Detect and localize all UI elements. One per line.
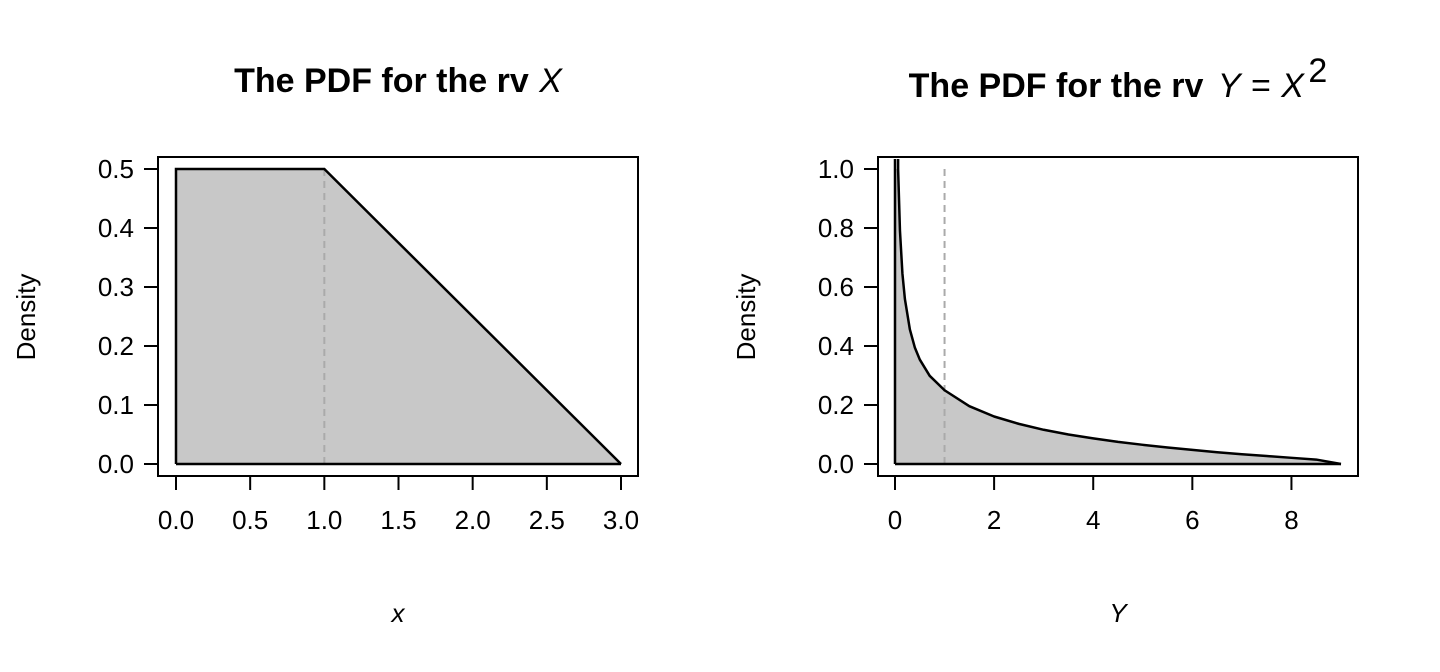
chart-pdf-x: The PDF for the rv X 0.0 0.5 1.0 1.5 2.0 2.5 3… bbox=[11, 62, 639, 628]
chart2-x-axis-label: Y bbox=[1109, 598, 1128, 628]
chart2-x-axis: 0 2 4 6 8 bbox=[888, 475, 1299, 535]
chart1-title: The PDF for the rv X bbox=[234, 62, 563, 100]
chart2-x-tick-label: 4 bbox=[1086, 505, 1100, 535]
chart1-density-curve bbox=[174, 167, 622, 465]
chart1-x-tick-label: 3.0 bbox=[603, 505, 639, 535]
chart1-x-tick-label: 2.5 bbox=[529, 505, 565, 535]
chart2-title-equals: = bbox=[1251, 67, 1271, 105]
chart2-title: The PDF for the rv Y = X 2 bbox=[909, 52, 1328, 105]
chart2-y-tick-label: 0.2 bbox=[818, 390, 854, 420]
chart1-y-tick-label: 0.4 bbox=[98, 213, 134, 243]
chart1-title-prefix: The PDF for the rv bbox=[234, 62, 529, 100]
chart2-title-prefix: The PDF for the rv bbox=[909, 67, 1204, 105]
chart2-title-var-y: Y bbox=[1218, 67, 1243, 105]
chart1-y-tick-label: 0.5 bbox=[98, 154, 134, 184]
chart1-x-axis: 0.0 0.5 1.0 1.5 2.0 2.5 3.0 bbox=[158, 475, 639, 535]
chart2-y-axis-label: Density bbox=[731, 274, 761, 361]
chart1-x-tick-label: 1.5 bbox=[380, 505, 416, 535]
chart1-density-area bbox=[176, 169, 621, 464]
chart1-y-tick-label: 0.0 bbox=[98, 449, 134, 479]
chart2-y-tick-label: 0.4 bbox=[818, 331, 854, 361]
chart2-title-var-x: X bbox=[1280, 67, 1305, 105]
chart1-x-tick-label: 1.0 bbox=[306, 505, 342, 535]
chart2-y-tick-label: 0.8 bbox=[818, 213, 854, 243]
chart2-y-tick-label: 1.0 bbox=[818, 154, 854, 184]
chart2-y-tick-label: 0.6 bbox=[818, 272, 854, 302]
chart1-x-tick-label: 0.5 bbox=[232, 505, 268, 535]
chart2-y-axis: 0.0 0.2 0.4 0.6 0.8 1.0 bbox=[818, 154, 879, 479]
chart1-title-var: X bbox=[538, 62, 563, 100]
chart2-density-curve bbox=[896, 159, 1342, 466]
chart2-x-tick-label: 6 bbox=[1185, 505, 1199, 535]
chart1-marks bbox=[174, 167, 622, 466]
chart1-x-axis-label: x bbox=[390, 598, 406, 628]
chart1-y-tick-label: 0.3 bbox=[98, 272, 134, 302]
chart2-density-area bbox=[895, 169, 1341, 464]
chart1-y-tick-label: 0.2 bbox=[98, 331, 134, 361]
chart2-y-tick-label: 0.0 bbox=[818, 449, 854, 479]
chart1-y-axis-label: Density bbox=[11, 274, 41, 361]
chart1-x-tick-label: 0.0 bbox=[158, 505, 194, 535]
chart2-marks bbox=[893, 159, 1342, 466]
chart2-x-tick-label: 0 bbox=[888, 505, 902, 535]
chart1-x-tick-label: 2.0 bbox=[455, 505, 491, 535]
chart1-y-tick-label: 0.1 bbox=[98, 390, 134, 420]
chart2-x-tick-label: 8 bbox=[1284, 505, 1298, 535]
chart2-x-tick-label: 2 bbox=[987, 505, 1001, 535]
chart1-y-axis: 0.0 0.1 0.2 0.3 0.4 0.5 bbox=[98, 154, 159, 479]
chart2-title-exponent: 2 bbox=[1308, 52, 1327, 90]
